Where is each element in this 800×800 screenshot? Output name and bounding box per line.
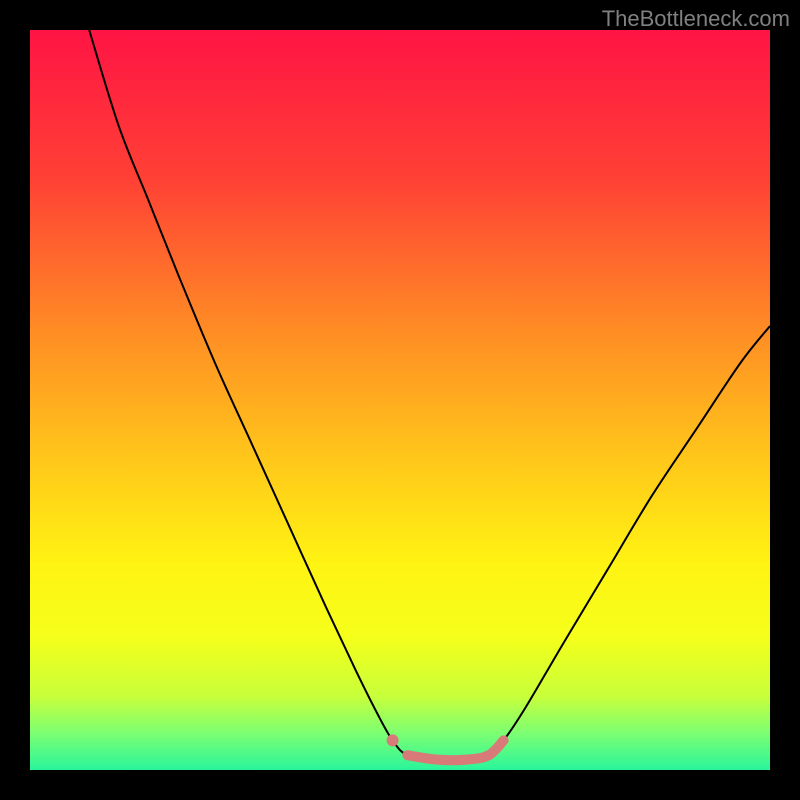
bottleneck-curve bbox=[89, 30, 770, 760]
watermark-text: TheBottleneck.com bbox=[602, 6, 790, 32]
plot-area bbox=[30, 30, 770, 770]
highlight-segment bbox=[407, 740, 503, 760]
chart-container: TheBottleneck.com bbox=[0, 0, 800, 800]
highlight-dot bbox=[387, 734, 399, 746]
curve-layer bbox=[30, 30, 770, 770]
